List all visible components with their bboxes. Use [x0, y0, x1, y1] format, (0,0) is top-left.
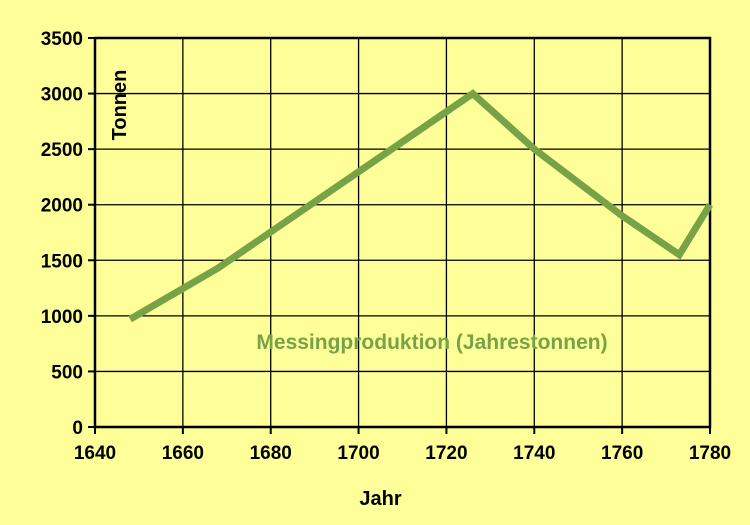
- y-tick-label: 1500: [41, 251, 83, 272]
- x-tick-label: 1680: [250, 443, 292, 464]
- y-axis-title: Tonnen: [109, 70, 131, 141]
- tick-labels: 0 500 1000 1500 2000 2500 3000 3500 1640 1660 1680…: [41, 29, 731, 464]
- x-axis-title: Jahr: [359, 488, 401, 510]
- x-tick-label: 1720: [425, 443, 467, 464]
- y-tick-label: 1000: [41, 307, 83, 328]
- y-tick-label: 3500: [41, 29, 83, 50]
- plot-frame: [93, 36, 712, 429]
- y-tick-label: 2500: [41, 140, 83, 161]
- x-tick-label: 1700: [337, 443, 379, 464]
- y-tick-label: 3000: [41, 85, 83, 106]
- series-layer: [128, 89, 713, 323]
- x-tick-label: 1740: [513, 443, 555, 464]
- series-line: [128, 89, 713, 323]
- x-tick-label: 1760: [601, 443, 643, 464]
- series-label: Messingproduktion (Jahrestonnen): [256, 331, 607, 354]
- x-tick-label: 1640: [74, 443, 116, 464]
- y-tick-label: 500: [51, 362, 83, 383]
- x-tick-label: 1780: [689, 443, 731, 464]
- y-tick-label: 0: [72, 418, 83, 439]
- y-tick-label: 2000: [41, 196, 83, 217]
- x-tick-label: 1660: [162, 443, 204, 464]
